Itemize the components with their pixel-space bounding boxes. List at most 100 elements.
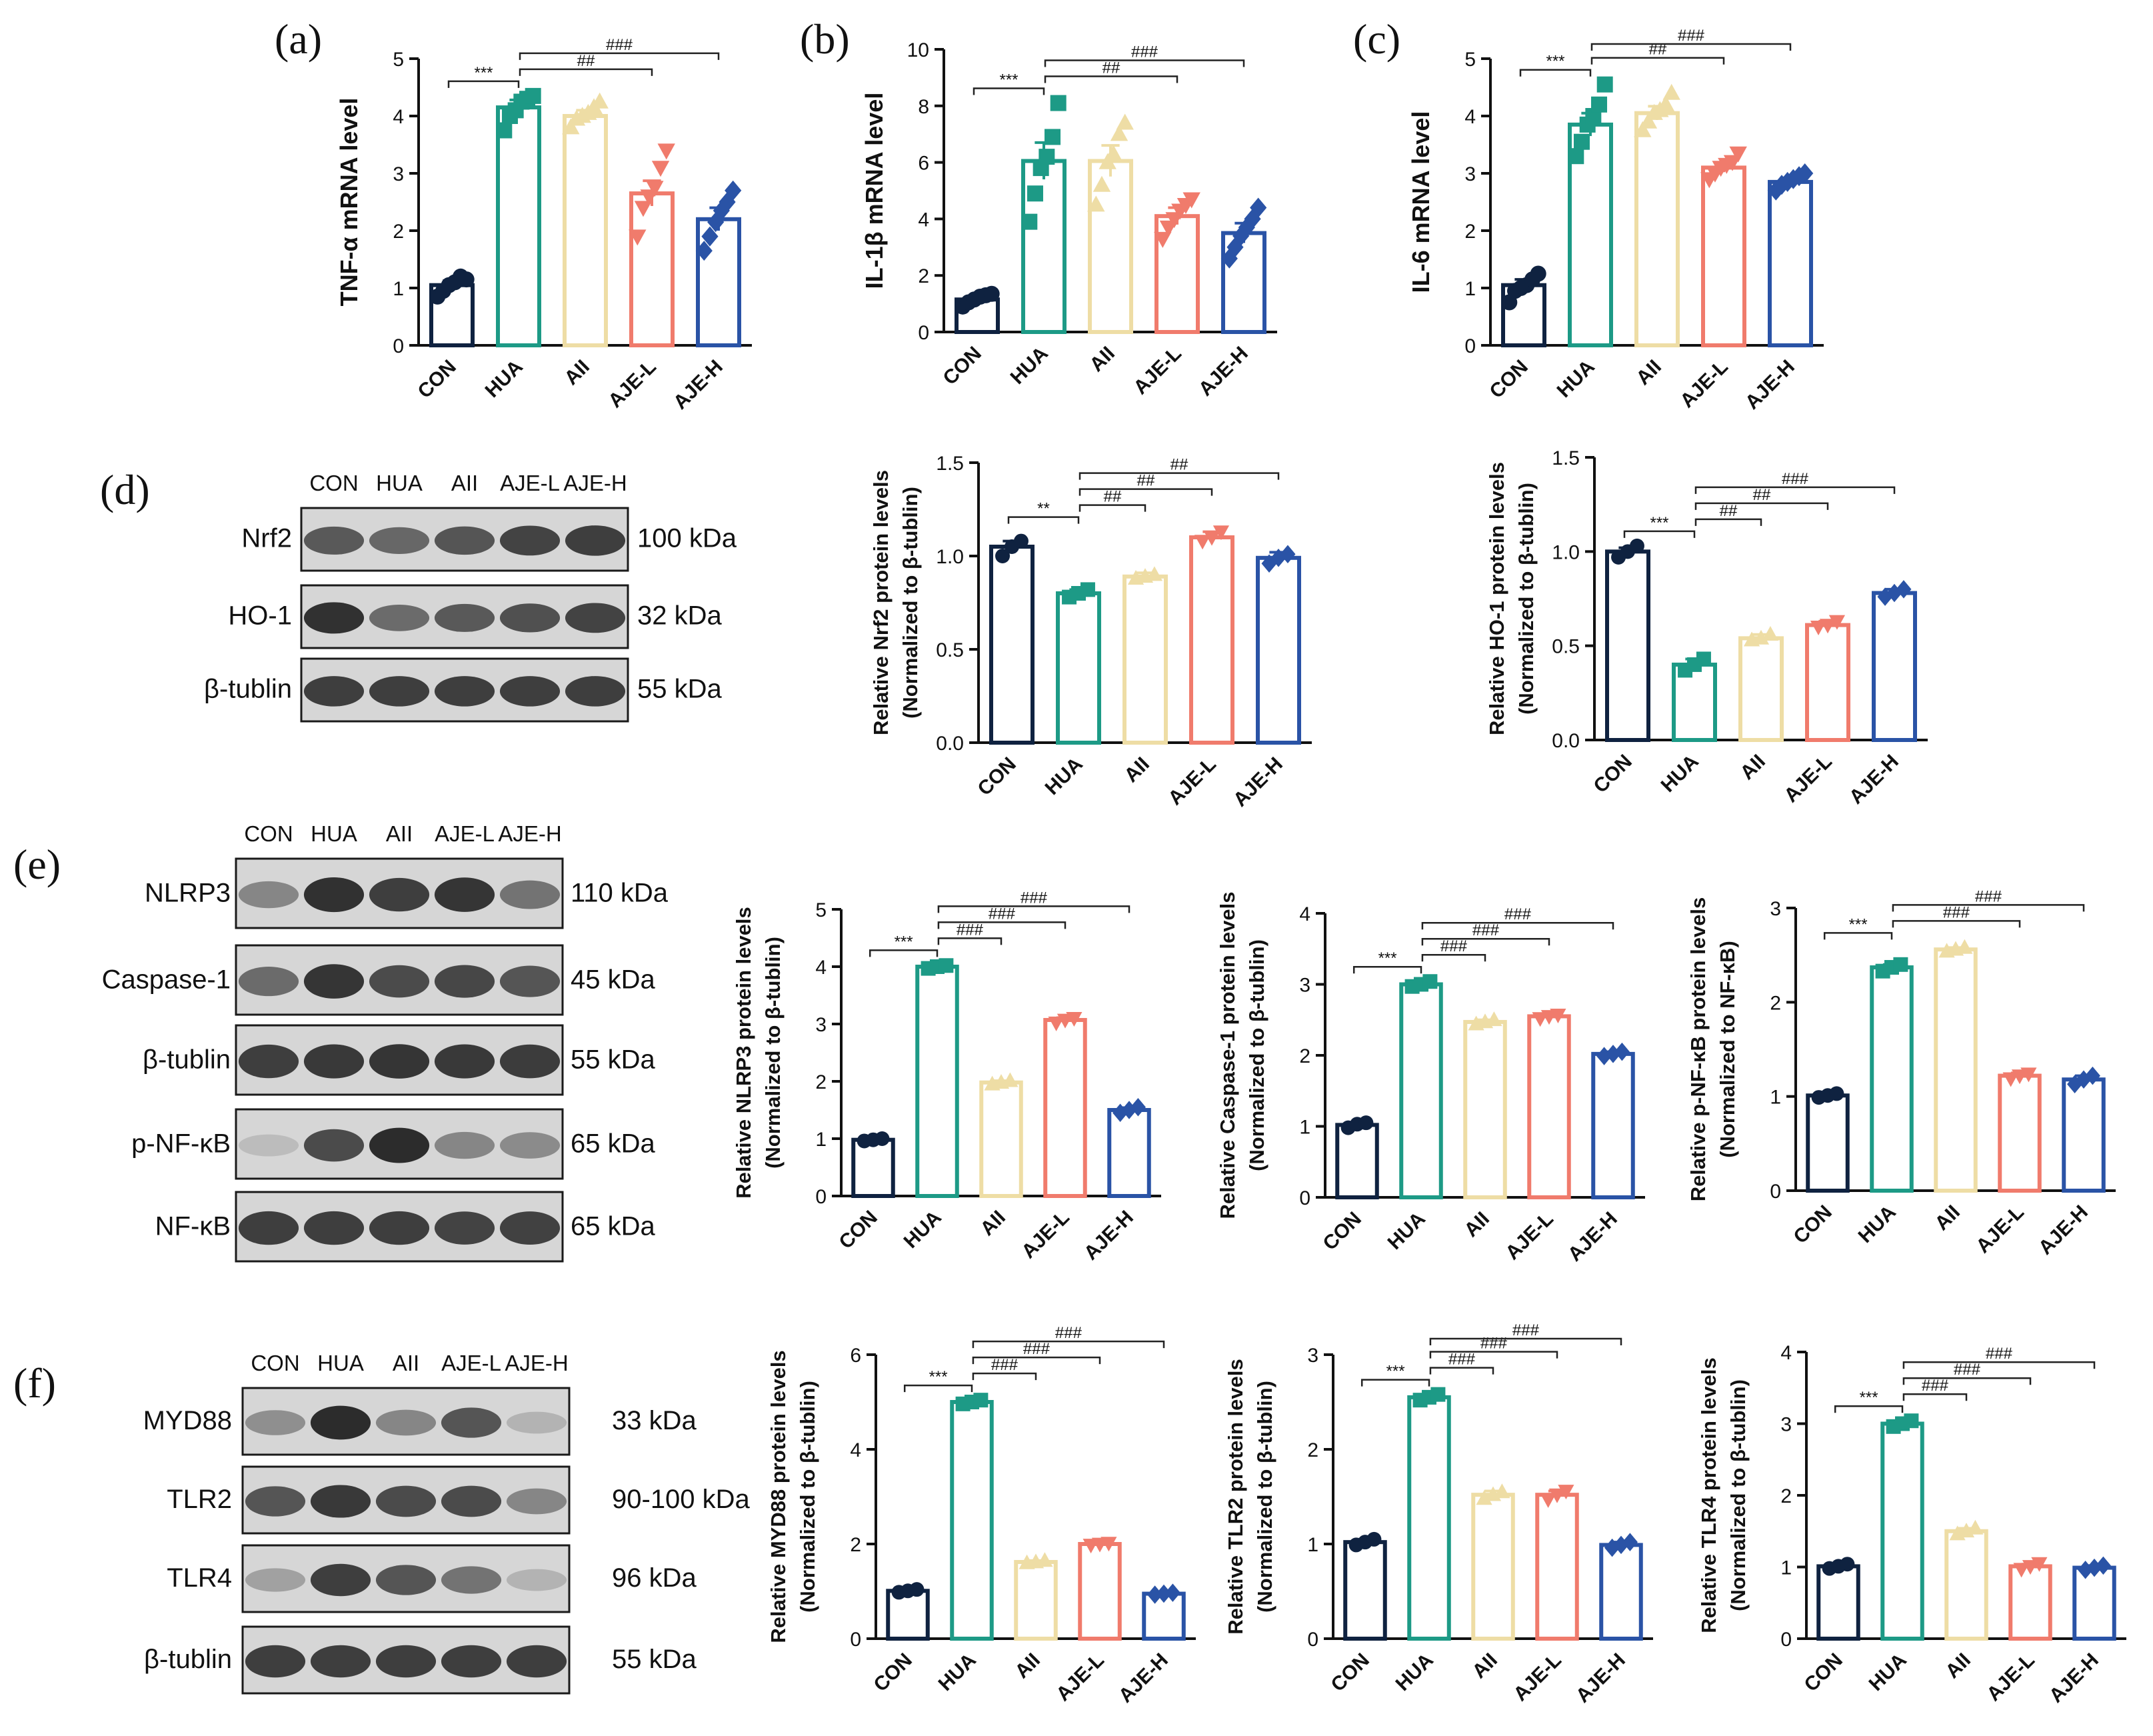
bar xyxy=(1944,1529,1988,1641)
y-axis-label: (Normalized to β-tublin) xyxy=(1514,483,1538,715)
bracket-label: ## xyxy=(1104,488,1122,506)
bar xyxy=(563,114,608,347)
significance-bracket: *** xyxy=(973,71,1045,95)
significance-bracket: *** xyxy=(1834,1389,1904,1413)
blot-band xyxy=(310,1563,371,1597)
bar-group xyxy=(851,1131,895,1198)
y-axis-label: (Normalized to NF-κB) xyxy=(1716,941,1739,1158)
bracket-label: ### xyxy=(957,921,984,939)
blot-band xyxy=(303,877,365,913)
significance-bracket: ### xyxy=(1694,470,1896,494)
significance-bracket: ### xyxy=(1044,43,1245,67)
bar xyxy=(1043,1017,1087,1198)
y-tick-label: 3 xyxy=(1780,1414,1792,1436)
bar xyxy=(496,105,541,347)
x-tick-label: AJE-L xyxy=(1052,1649,1108,1706)
x-tick-label: AJE-H xyxy=(1741,356,1799,414)
data-point xyxy=(1147,1585,1163,1604)
significance-bracket: ### xyxy=(1902,1361,2032,1385)
bar-group xyxy=(1043,1012,1087,1198)
y-tick-label: 1 xyxy=(393,278,404,300)
data-point xyxy=(2031,1557,2048,1572)
bracket-line xyxy=(1892,920,2021,928)
data-point xyxy=(1039,149,1055,165)
blot-lane-label: AJE-L xyxy=(500,471,560,495)
bracket-line xyxy=(1590,57,1725,65)
x-tick-label: CON xyxy=(835,1207,881,1253)
bar xyxy=(1399,982,1443,1199)
bracket-line xyxy=(937,905,1130,913)
x-tick-label: AJE-H xyxy=(2045,1649,2103,1707)
x-tick-label: AII xyxy=(1931,1201,1964,1235)
bar-group xyxy=(1220,197,1267,334)
significance-bracket: ## xyxy=(1078,488,1146,512)
y-tick-label: 0 xyxy=(1780,1629,1792,1651)
data-point xyxy=(875,1131,890,1146)
data-point xyxy=(1080,582,1095,597)
bracket-line xyxy=(1421,921,1614,930)
data-point xyxy=(562,118,580,135)
blot-band xyxy=(303,1211,365,1245)
y-tick-label: 6 xyxy=(850,1345,861,1367)
blot-protein-label: NF-κB xyxy=(155,1211,231,1241)
significance-bracket: ** xyxy=(1007,500,1080,524)
significance-bracket: ### xyxy=(1902,1377,1968,1401)
blot-band xyxy=(375,1409,437,1436)
bar-group xyxy=(2008,1557,2052,1641)
data-point xyxy=(1045,129,1061,145)
y-tick-label: 2 xyxy=(1307,1439,1318,1461)
bar-group xyxy=(915,958,959,1198)
x-tick-label: CON xyxy=(1326,1649,1373,1696)
data-point xyxy=(1904,1413,1919,1429)
data-point xyxy=(983,285,1000,302)
bar-group xyxy=(1806,1086,1850,1193)
bracket-label: *** xyxy=(1860,1389,1878,1407)
blot-protein-label: TLR2 xyxy=(167,1485,232,1514)
bracket-label: ### xyxy=(1504,905,1532,923)
bracket-label: ### xyxy=(1943,903,1970,921)
data-point xyxy=(1893,957,1908,972)
blot-row: β-tublin 55 kDa xyxy=(204,657,722,723)
y-tick-label: 5 xyxy=(815,899,827,921)
bracket-label: *** xyxy=(1849,915,1868,933)
data-point xyxy=(1476,1490,1492,1505)
bracket-label: *** xyxy=(895,933,913,951)
chart-c: 0 1 2 3 4 5 IL-6 mRNA level CON HUA AII AJE-L AJE-H… xyxy=(1407,27,1824,414)
bracket-line xyxy=(1694,518,1762,526)
data-point xyxy=(1037,1552,1053,1567)
y-tick-label: 2 xyxy=(918,265,929,287)
blot-band xyxy=(310,1485,371,1518)
y-tick-label: 1.5 xyxy=(936,453,964,475)
data-point xyxy=(1662,83,1680,100)
data-point xyxy=(1840,1557,1855,1572)
bar xyxy=(1078,1542,1122,1641)
blot-band xyxy=(499,525,561,556)
bracket-line xyxy=(1694,486,1896,494)
bar-group xyxy=(1816,1557,1860,1641)
bar-group xyxy=(1407,1387,1451,1641)
blot-band xyxy=(434,676,495,707)
blot-band xyxy=(369,965,430,998)
y-tick-label: 4 xyxy=(1780,1342,1792,1364)
significance-bracket: *** xyxy=(869,933,939,957)
data-point xyxy=(1182,192,1200,209)
bracket-line xyxy=(1902,1393,1968,1401)
data-point xyxy=(1596,1047,1612,1065)
bracket-label: ### xyxy=(1782,470,1809,488)
bar-group xyxy=(1087,113,1134,334)
x-tick-label: CON xyxy=(869,1649,916,1696)
blot-band xyxy=(499,965,561,997)
bracket-line xyxy=(1421,953,1486,962)
y-tick-label: 4 xyxy=(918,209,929,231)
bar-group xyxy=(1463,1011,1507,1199)
bracket-label: ### xyxy=(1055,1324,1082,1342)
significance-bracket: ### xyxy=(1902,1345,2096,1369)
data-point xyxy=(1358,1115,1374,1131)
data-point xyxy=(939,958,954,973)
blot-row: p-NF-κB 65 kDa xyxy=(131,1108,655,1180)
bar-group xyxy=(1738,626,1784,742)
y-tick-label: 0 xyxy=(1299,1187,1310,1209)
chart-b: 0 2 4 6 8 10 IL-1β mRNA level CON HUA AII AJE-L AJE… xyxy=(861,39,1277,401)
